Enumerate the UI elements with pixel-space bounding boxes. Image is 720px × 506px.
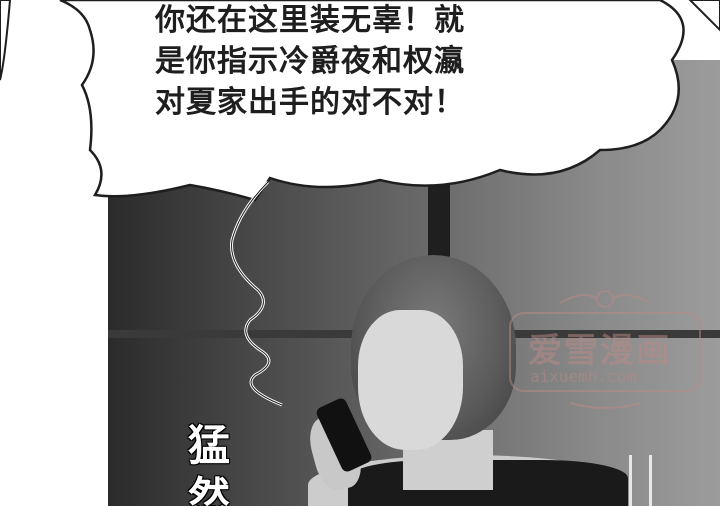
watermark: 爱雪漫画 aixuemh.com bbox=[500, 285, 710, 415]
speech-bubble-text: 你还在这里装无辜！就 是你指示冷爵夜和权瀛 对夏家出手的对不对！ bbox=[155, 0, 595, 123]
sound-effect-char: 然 bbox=[188, 473, 231, 506]
watermark-frame-icon bbox=[509, 290, 701, 409]
speech-line: 你还在这里装无辜！就 bbox=[155, 3, 465, 38]
watermark-brand: 爱雪漫画 bbox=[528, 331, 672, 371]
background-rods bbox=[623, 455, 663, 506]
speech-line: 是你指示冷爵夜和权瀛 bbox=[155, 44, 465, 79]
person-face bbox=[358, 310, 463, 450]
speech-line: 对夏家出手的对不对！ bbox=[155, 85, 465, 120]
sound-effect: 猛 然 bbox=[188, 420, 248, 506]
sound-effect-char: 猛 bbox=[188, 421, 231, 470]
watermark-url: aixuemh.com bbox=[530, 367, 636, 386]
